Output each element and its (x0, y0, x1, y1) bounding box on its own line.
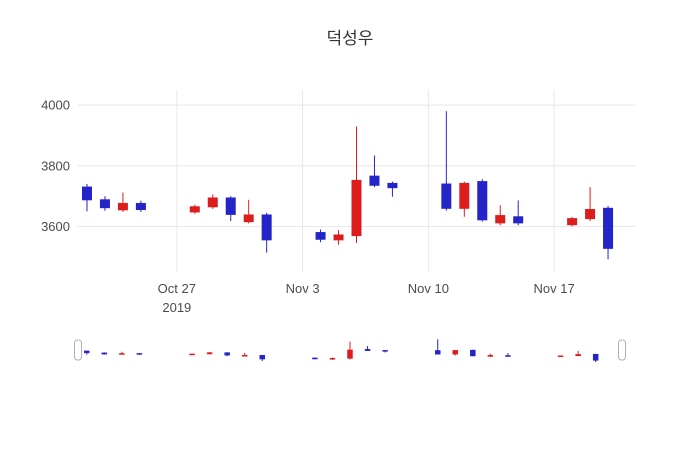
plot-area[interactable] (78, 90, 635, 272)
candle-body (315, 232, 326, 240)
mini-candle-body (575, 354, 581, 357)
mini-candle-body (119, 353, 125, 355)
mini-candle-body (505, 355, 511, 357)
x-tick-label: Nov 3 (286, 281, 320, 296)
mini-candle-body (312, 357, 318, 360)
mini-candle-body (592, 353, 599, 361)
candle-body (333, 234, 344, 241)
mini-candle-body (84, 350, 90, 354)
candle-body (189, 206, 200, 213)
mini-candle-body (557, 355, 564, 358)
candle-body (387, 182, 398, 189)
y-tick-label: 3600 (41, 219, 70, 234)
y-tick-label: 3800 (41, 158, 70, 173)
mini-candle-body (470, 349, 476, 357)
mini-candle-body (241, 354, 248, 357)
candle-body (207, 197, 218, 208)
mini-candle-body (259, 354, 266, 360)
candle-body (81, 186, 92, 201)
mini-candle-body (364, 349, 371, 351)
rangeslider-handle-left[interactable] (74, 339, 82, 361)
mini-candle-body (434, 350, 441, 355)
y-tick-label: 4000 (41, 98, 70, 113)
candle-body (585, 209, 596, 220)
candle-body (261, 214, 272, 241)
mini-candle-body (136, 353, 143, 355)
mini-candle-body (487, 355, 494, 357)
candle-body (99, 199, 110, 209)
candle-body (603, 207, 614, 249)
candle-body (117, 202, 128, 211)
candle-body (459, 182, 470, 209)
x-tick-label: Nov 17 (534, 281, 575, 296)
mini-candle-body (189, 353, 195, 356)
candle-body (477, 181, 488, 221)
mini-candle-body (329, 358, 336, 360)
candle-body (495, 215, 506, 224)
mini-candle-body (382, 350, 388, 352)
mini-candle-body (101, 352, 108, 355)
x-tick-label: Nov 10 (408, 281, 449, 296)
candle-body (351, 179, 362, 237)
x-tick-label: Oct 27 (158, 281, 196, 296)
mini-candle-body (224, 352, 230, 356)
candle-body (513, 216, 524, 224)
candle-body (225, 197, 236, 215)
rangeslider-handle-right[interactable] (618, 339, 626, 361)
candle-body (567, 218, 578, 226)
chart-title: 덕성우 (326, 29, 374, 48)
x-tick-sublabel: 2019 (162, 300, 191, 315)
candle-body (135, 202, 146, 211)
candle-body (243, 214, 254, 223)
mini-candle-body (206, 352, 213, 355)
mini-candle-body (347, 349, 353, 359)
candle-body (441, 183, 452, 209)
candle-body (369, 175, 380, 186)
mini-candle-body (452, 350, 459, 355)
